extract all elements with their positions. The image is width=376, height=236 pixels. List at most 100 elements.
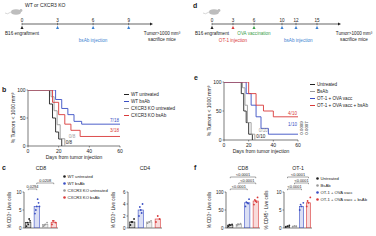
data-point [133, 218, 135, 220]
y-tick-label: 6 [123, 190, 126, 195]
legend-swatch [316, 198, 319, 201]
event-arrow [21, 26, 24, 29]
legend-label: CXCR3 KO bsAb [68, 195, 101, 200]
p-value: <0.0001 [287, 184, 301, 189]
y-tick [283, 228, 285, 229]
event-arrow [281, 26, 284, 29]
timeline-tick [93, 23, 94, 25]
timeline-tick [296, 23, 297, 25]
y-tick [223, 82, 225, 83]
chart-title: CD8 [238, 165, 248, 171]
mouse-icon [203, 12, 209, 14]
y-label: % CD3⁺ Live cells [207, 191, 212, 228]
p-value: <0.0001 [236, 172, 250, 177]
plot-area [28, 90, 120, 146]
y-tick-label: 4 [123, 202, 126, 207]
x-label: Days from tumor injection [233, 148, 290, 154]
survival-line [224, 82, 255, 140]
data-point [35, 209, 37, 211]
data-point [308, 202, 310, 204]
p-value: <0.0001 [294, 178, 308, 183]
legend-label: WT untreated [68, 174, 94, 179]
y-tick-label: 50 [20, 115, 26, 121]
timeline-tick [57, 23, 58, 25]
data-point [246, 202, 248, 204]
mouse-icon [218, 9, 221, 12]
y-tick [127, 228, 129, 229]
data-point [155, 221, 157, 223]
mouse-icon [209, 9, 219, 15]
data-point [29, 220, 31, 222]
data-point [147, 222, 149, 224]
y-tick [23, 210, 25, 211]
legend-label: CXCR3 KO bsAb [131, 113, 167, 118]
y-axis [226, 192, 227, 228]
y-tick-label: 0 [221, 226, 224, 231]
survival-line [28, 90, 62, 146]
timeline-tick-label: 15 [314, 18, 320, 23]
data-point [157, 215, 159, 217]
timeline [212, 24, 338, 25]
end-label: Tumor>1000 mm³ [336, 31, 373, 36]
data-point [130, 221, 132, 223]
p-value: <0.0001 [291, 172, 305, 177]
end-label: sacrifice mice [148, 37, 176, 42]
data-point [131, 221, 133, 223]
y-tick [27, 146, 29, 147]
timeline-tick-label: 3 [56, 18, 59, 23]
y-tick-label: 0 [279, 226, 282, 231]
end-label: 1/10 [288, 122, 297, 127]
legend-label: BsAb [321, 183, 332, 188]
survival-line [28, 90, 65, 146]
chart-title: CD4 [140, 165, 150, 171]
data-point [292, 226, 294, 228]
legend-swatch [316, 177, 319, 180]
data-point [141, 212, 143, 214]
data-point [288, 225, 290, 227]
data-point [138, 215, 140, 217]
survival-line [224, 82, 298, 117]
timeline-arrow [150, 23, 153, 26]
timeline-tick-label: 3 [232, 18, 235, 23]
x-axis [28, 146, 120, 147]
legend-swatch [63, 175, 66, 178]
data-point [140, 209, 142, 211]
legend-label: OT-1 + OVA vacc + bsAb [321, 197, 368, 202]
data-point [309, 197, 311, 199]
data-point [51, 224, 53, 226]
data-point [53, 220, 55, 222]
y-tick [23, 228, 25, 229]
data-point [299, 209, 301, 211]
y-tick-label: 50 [216, 108, 222, 114]
data-point [253, 204, 255, 206]
x-axis [224, 140, 298, 141]
legend-swatch [124, 115, 129, 116]
y-tick [127, 204, 129, 205]
header: WT or CXCR3 KO [25, 2, 66, 8]
data-point [238, 224, 240, 226]
legend-label: WT bsAb [68, 181, 86, 186]
data-point [148, 221, 150, 223]
y-label: % Tumors < 1000 mm³ [10, 92, 16, 143]
timeline-tick-label: 0 [211, 18, 214, 23]
p-value: 0.0208 [39, 178, 51, 183]
legend-label: WT untreated [131, 92, 159, 97]
y-tick [223, 111, 225, 112]
panel-letter: e [194, 74, 198, 81]
legend-swatch [310, 98, 315, 99]
bar [236, 224, 241, 228]
survival-line [224, 82, 252, 140]
y-tick-label: 2 [123, 214, 126, 219]
y-label: % CD3⁺ Live cells [7, 191, 12, 228]
x-tick-label: 40 [271, 142, 277, 148]
y-axis [284, 192, 285, 228]
p-value: <0.0001 [232, 184, 246, 189]
legend-swatch [310, 105, 315, 106]
y-label: % CD3⁺ Live cells [111, 191, 116, 228]
x-tick-label: 0 [27, 148, 30, 154]
end-label: 3/18 [110, 128, 119, 133]
y-tick [223, 140, 225, 141]
legend-label: BsAb [317, 89, 328, 94]
legend-swatch [124, 108, 129, 109]
data-point [142, 203, 144, 205]
